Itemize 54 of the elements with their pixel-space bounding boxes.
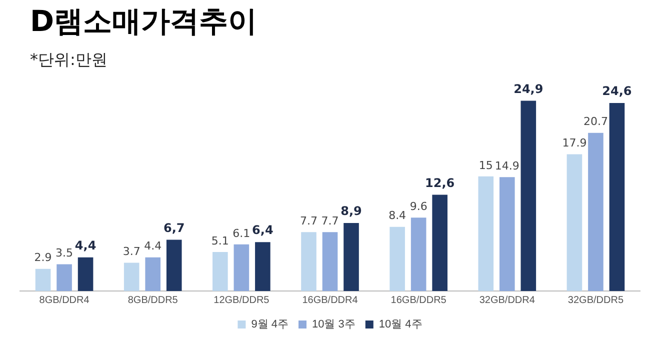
legend-label: 10월 4주: [378, 318, 422, 331]
bar: [35, 268, 51, 291]
bar: [145, 257, 161, 291]
x-tick-label: 16GB/DDR5: [390, 294, 447, 306]
data-label: 4,4: [74, 238, 96, 253]
data-label: 6,4: [252, 223, 274, 238]
bar: [478, 176, 494, 291]
bar: [344, 223, 359, 291]
x-tick-label: 16GB/DDR4: [302, 294, 358, 306]
legend-label: 10월 3주: [312, 318, 356, 331]
bar: [520, 100, 536, 291]
bar: [301, 232, 316, 291]
legend-label: 9월 4주: [251, 318, 288, 331]
data-label: 8,9: [340, 204, 362, 218]
data-label: 4.4: [144, 240, 162, 253]
data-label: 5.1: [211, 234, 229, 248]
bar: [166, 240, 182, 291]
data-label: 8.4: [388, 209, 406, 222]
bar: [124, 262, 140, 291]
x-tick-label: 32GB/DDR5: [568, 294, 624, 306]
data-label: 14.9: [494, 160, 520, 173]
bar: [255, 242, 270, 291]
data-label: 9.6: [410, 200, 428, 214]
bar: [390, 226, 405, 291]
x-tick-label: 8GB/DDR4: [39, 294, 90, 306]
bar: [609, 103, 625, 291]
data-label: 12,6: [425, 176, 455, 190]
data-label: 17.9: [562, 136, 587, 150]
data-label: 3.7: [122, 245, 140, 258]
data-label: 2.9: [34, 251, 52, 264]
bar: [566, 154, 582, 291]
x-tick-label: 32GB/DDR4: [479, 294, 536, 306]
bar: [432, 194, 448, 291]
bar: [322, 232, 338, 291]
data-label: 24,6: [602, 84, 632, 98]
data-label: 20.7: [583, 115, 608, 128]
x-tick-label: 12GB/DDR5: [214, 294, 270, 306]
chart-title: D램소매가격추이: [30, 3, 258, 40]
bar: [588, 132, 604, 291]
data-label: 6.1: [232, 226, 250, 240]
data-label: 7.7: [300, 214, 318, 228]
data-label: 7.7: [321, 214, 339, 228]
data-label: 6,7: [163, 220, 185, 235]
bar: [499, 177, 515, 291]
data-label: 15: [478, 158, 493, 172]
bar: [410, 218, 426, 291]
bar: [78, 257, 94, 291]
bar: [56, 264, 72, 291]
bar: [234, 244, 250, 291]
data-label: 24,9: [514, 82, 544, 96]
data-label: 3.5: [56, 246, 74, 260]
x-tick-label: 8GB/DDR5: [128, 294, 178, 306]
chart-subtitle: *단위:만원: [30, 50, 108, 71]
bar: [212, 252, 228, 291]
